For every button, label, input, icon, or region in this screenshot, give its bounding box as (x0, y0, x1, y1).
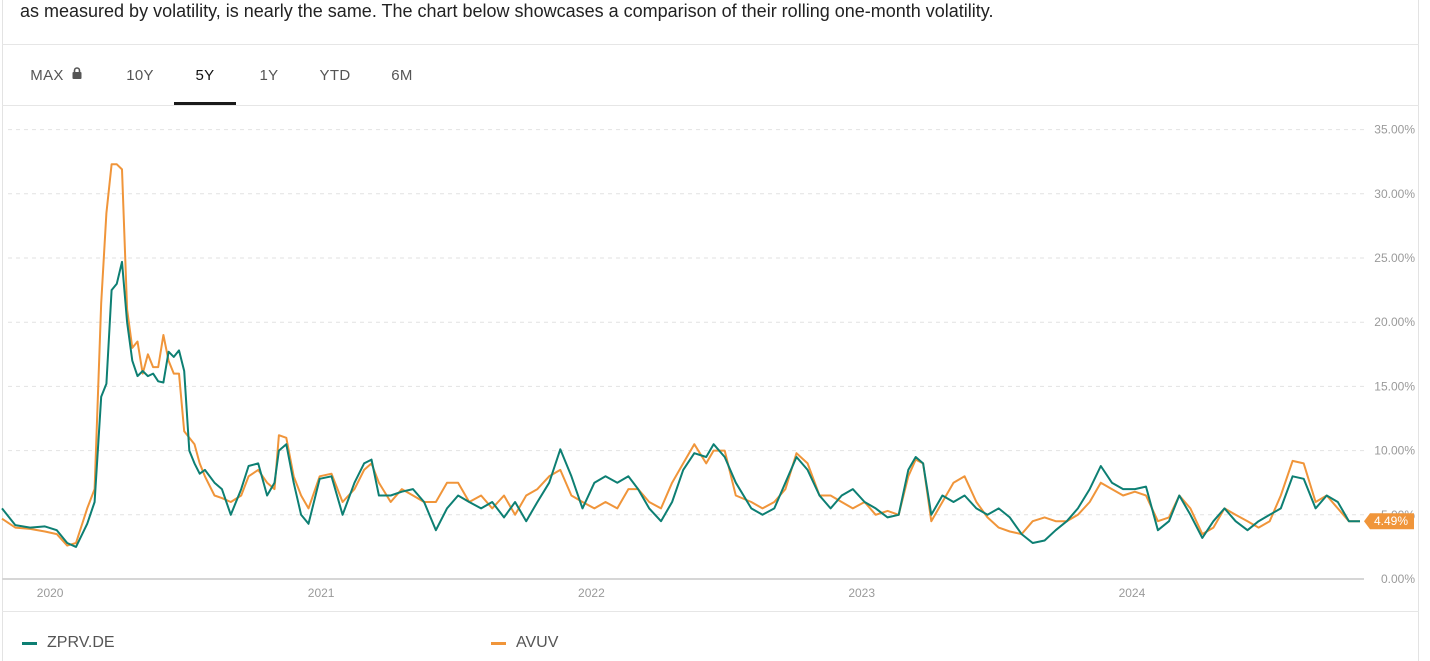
tab-ytd-label: YTD (319, 67, 351, 84)
tab-5y-label: 5Y (195, 67, 215, 84)
tab-6m[interactable]: 6M (378, 45, 426, 105)
tab-10y[interactable]: 10Y (110, 45, 170, 105)
legend-divider (2, 611, 1419, 612)
x-tick-label: 2022 (578, 586, 605, 600)
legend-swatch-zprv (22, 641, 37, 645)
legend-label-avuv: AVUV (516, 634, 559, 651)
legend-item-avuv[interactable]: AVUV (491, 634, 558, 652)
series-line-zprv-de (1, 260, 1360, 548)
tab-max-label: MAX (30, 67, 64, 84)
y-tick-label: 15.00% (1374, 379, 1415, 393)
volatility-chart: 0.00%5.00%10.00%15.00%20.00%25.00%30.00%… (1, 123, 1415, 600)
y-tick-label: 30.00% (1374, 187, 1415, 201)
x-tick-label: 2021 (308, 586, 335, 600)
last-value-label: 4.49% (1374, 514, 1408, 528)
lock-icon (72, 44, 82, 106)
series-line-avuv (1, 163, 1360, 547)
tab-ytd[interactable]: YTD (308, 45, 362, 105)
x-tick-label: 2023 (848, 586, 875, 600)
tab-5y[interactable]: 5Y (174, 45, 236, 105)
y-tick-label: 0.00% (1381, 572, 1415, 586)
x-tick-label: 2024 (1119, 586, 1146, 600)
tab-6m-label: 6M (391, 67, 413, 84)
tab-1y[interactable]: 1Y (244, 45, 294, 105)
tab-max[interactable]: MAX (16, 45, 96, 105)
tab-1y-label: 1Y (259, 67, 279, 84)
legend-swatch-avuv (491, 641, 506, 645)
y-tick-label: 35.00% (1374, 123, 1415, 137)
legend-item-zprv[interactable]: ZPRV.DE (22, 634, 115, 652)
y-tick-label: 25.00% (1374, 251, 1415, 265)
y-tick-label: 10.00% (1374, 444, 1415, 458)
legend-label-zprv: ZPRV.DE (47, 634, 115, 651)
x-tick-label: 2020 (37, 586, 64, 600)
tab-10y-label: 10Y (126, 67, 154, 84)
y-tick-label: 20.00% (1374, 315, 1415, 329)
range-tabs: MAX 10Y 5Y 1Y YTD 6M (2, 44, 1419, 106)
intro-text: as measured by volatility, is nearly the… (20, 1, 994, 21)
last-value-badge (1364, 513, 1414, 530)
